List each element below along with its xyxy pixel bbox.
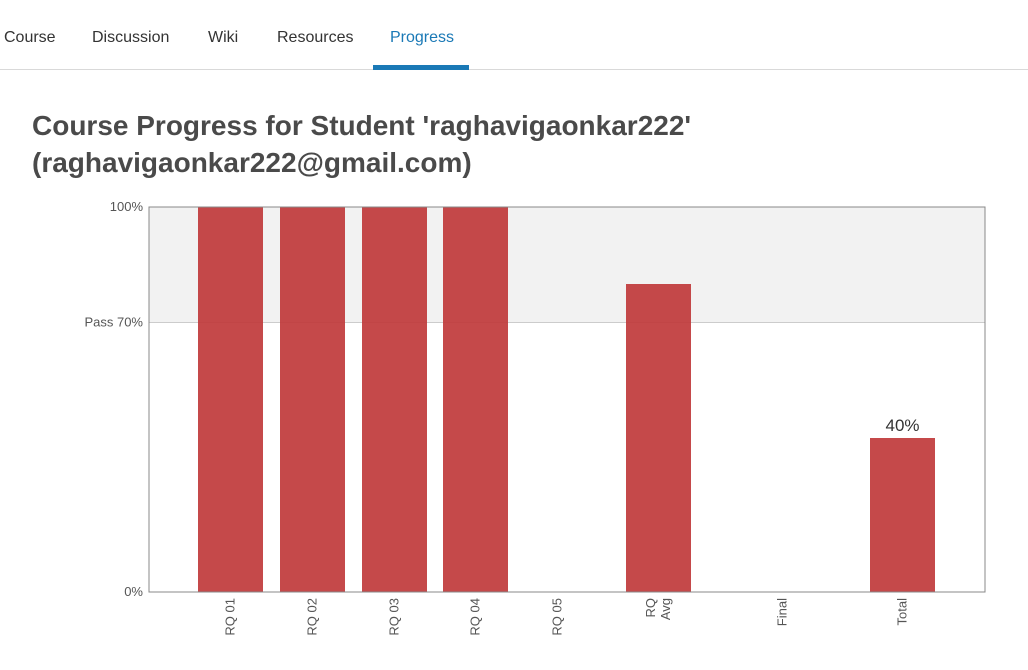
pass-band (149, 207, 985, 323)
x-tick-text-1-0: RQ 02 (305, 598, 320, 636)
y-tick-label-0: 100% (110, 199, 144, 214)
data-label-7: 40% (885, 416, 919, 435)
bar-0 (198, 207, 263, 592)
x-tick-text-2-0: RQ 03 (387, 598, 402, 636)
bar-2 (362, 207, 427, 592)
page-title: Course Progress for Student 'raghavigaon… (32, 107, 992, 181)
x-tick-label-2: RQ 03 (387, 598, 402, 636)
tab-resources[interactable]: Resources (277, 29, 354, 46)
tab-course[interactable]: Course (4, 29, 56, 46)
course-tabs: Course Discussion Wiki Resources Progres… (0, 0, 1028, 70)
y-tick-label-1: Pass 70% (84, 315, 143, 330)
x-tick-label-1: RQ 02 (305, 598, 320, 636)
x-tick-text-6-0: Final (775, 598, 790, 626)
page-title-line-2: (raghavigaonkar222@gmail.com) (32, 147, 472, 178)
plot-frame (148, 206, 986, 593)
y-tick-label-2: 0% (124, 584, 143, 599)
tab-progress[interactable]: Progress (390, 29, 455, 46)
progress-chart: RQ 01 RQ 02 RQ 03 RQ 04 RQ 05 RQ Avg Final 40% To… (84, 199, 986, 636)
x-tick-label-3: RQ 04 (468, 598, 483, 636)
page-title-line-1: Course Progress for Student 'raghavigaon… (32, 110, 692, 141)
x-tick-label-0: RQ 01 (223, 598, 238, 636)
x-tick-text-0-0: RQ 01 (223, 598, 238, 636)
bar-1 (280, 207, 345, 592)
bar-3 (443, 207, 508, 592)
bar-7 (870, 438, 935, 592)
x-tick-text-5-1: Avg (658, 598, 673, 620)
x-tick-text-5-0: RQ (643, 598, 658, 618)
x-tick-text-3-0: RQ 04 (468, 598, 483, 636)
x-tick-text-7-0: Total (895, 598, 910, 626)
tab-wiki[interactable]: Wiki (208, 29, 239, 46)
x-tick-label-4: RQ 05 (550, 598, 565, 636)
x-tick-label-6: Final (775, 598, 790, 626)
active-tab-indicator (373, 65, 469, 70)
x-tick-label-5: RQ Avg (643, 598, 673, 620)
x-tick-text-4-0: RQ 05 (550, 598, 565, 636)
tab-discussion[interactable]: Discussion (92, 29, 170, 46)
x-tick-label-7: Total (895, 598, 910, 626)
bar-5 (626, 284, 691, 592)
